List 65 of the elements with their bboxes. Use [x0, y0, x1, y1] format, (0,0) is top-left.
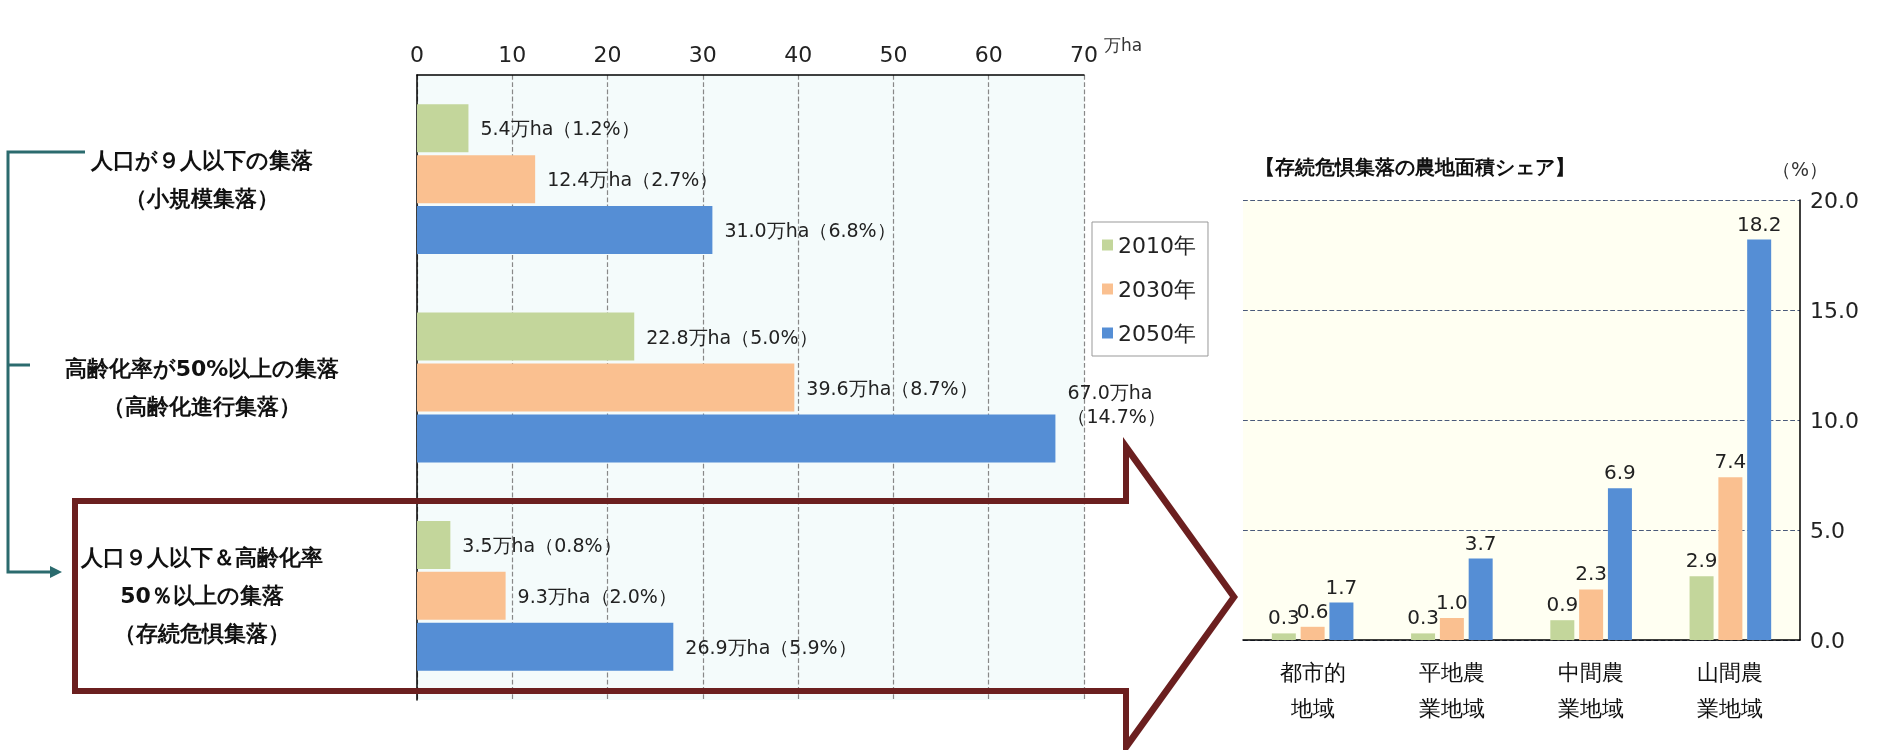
bar — [417, 520, 451, 569]
x-tick-label: 山間農業地域 — [1697, 659, 1764, 721]
data-label: 0.9 — [1546, 592, 1579, 617]
bar — [417, 155, 536, 204]
bar — [417, 312, 635, 361]
bar — [1329, 602, 1354, 640]
x-tick-label: 40 — [784, 41, 813, 67]
data-label: 7.4 — [1714, 449, 1747, 474]
y-tick-label: 20.0 — [1810, 187, 1859, 213]
x-tick-label: 50 — [879, 41, 908, 67]
y-tick-label: 人口が９人以下の集落（小規模集落） — [90, 147, 313, 211]
bar — [417, 363, 795, 412]
bar — [1439, 618, 1464, 640]
data-label: 22.8万ha（5.0%） — [646, 325, 818, 348]
bar — [1271, 633, 1296, 640]
y-tick-label: 高齢化率が50%以上の集落（高齢化進行集落） — [64, 356, 340, 419]
legend-label: 2010年 — [1118, 232, 1196, 258]
data-label: 2.9 — [1685, 548, 1718, 573]
bar — [1579, 589, 1604, 640]
legend-label: 2050年 — [1118, 320, 1196, 346]
x-tick-label: 10 — [498, 41, 527, 67]
x-tick-label: 都市的地域 — [1279, 659, 1346, 721]
y-tick-label: 10.0 — [1810, 407, 1859, 433]
data-label: 5.4万ha（1.2%） — [480, 117, 640, 140]
bar — [1550, 620, 1575, 640]
x-tick-label: 20 — [593, 41, 622, 67]
x-tick-label: 30 — [688, 41, 717, 67]
data-label: 18.2 — [1736, 211, 1782, 236]
data-label: 67.0万ha （14.7%） — [1067, 381, 1166, 428]
bar — [417, 622, 674, 671]
data-label: 3.7 — [1464, 530, 1497, 555]
bar — [417, 414, 1056, 463]
x-tick-label: 70 — [1070, 41, 1098, 67]
data-label: 39.6万ha（8.7%） — [806, 376, 978, 399]
data-label: 1.7 — [1325, 574, 1358, 599]
bar — [1689, 576, 1714, 640]
data-label: 0.3 — [1407, 605, 1439, 630]
bar — [1411, 633, 1436, 640]
bar — [1607, 488, 1632, 640]
y-tick-label: 5.0 — [1810, 517, 1845, 543]
bar — [417, 571, 506, 620]
x-tick-label: 中間農業地域 — [1558, 659, 1625, 721]
data-label: 3.5万ha（0.8%） — [462, 533, 622, 556]
data-label: 9.3万ha（2.0%） — [517, 584, 677, 607]
data-label: 2.3 — [1575, 561, 1608, 586]
y-tick-label: 0.0 — [1810, 627, 1845, 653]
bar — [1300, 626, 1325, 640]
data-label: 26.9万ha（5.9%） — [685, 635, 857, 658]
x-tick-label: 0 — [410, 41, 424, 67]
y-axis-title: （%） — [1771, 157, 1829, 180]
legend-label: 2030年 — [1118, 276, 1196, 302]
data-label: 6.9 — [1604, 460, 1636, 485]
data-label: 12.4万ha（2.7%） — [547, 168, 719, 191]
bar — [417, 206, 713, 255]
x-tick-label: 60 — [974, 41, 1003, 67]
y-tick-label: 人口９人以下＆高齢化率50％以上の集落（存続危惧集落） — [80, 545, 323, 647]
x-tick-label: 平地農業地域 — [1418, 659, 1485, 721]
bar — [1468, 558, 1493, 640]
x-axis-title: 万ha — [1103, 34, 1143, 55]
data-label: 31.0万ha（6.8%） — [724, 219, 896, 242]
y-tick-label: 15.0 — [1810, 297, 1859, 323]
bar — [1747, 239, 1772, 640]
bar — [1718, 477, 1743, 640]
bar — [417, 104, 469, 153]
chart-title: 【存続危惧集落の農地面積シェア】 — [1255, 155, 1575, 179]
